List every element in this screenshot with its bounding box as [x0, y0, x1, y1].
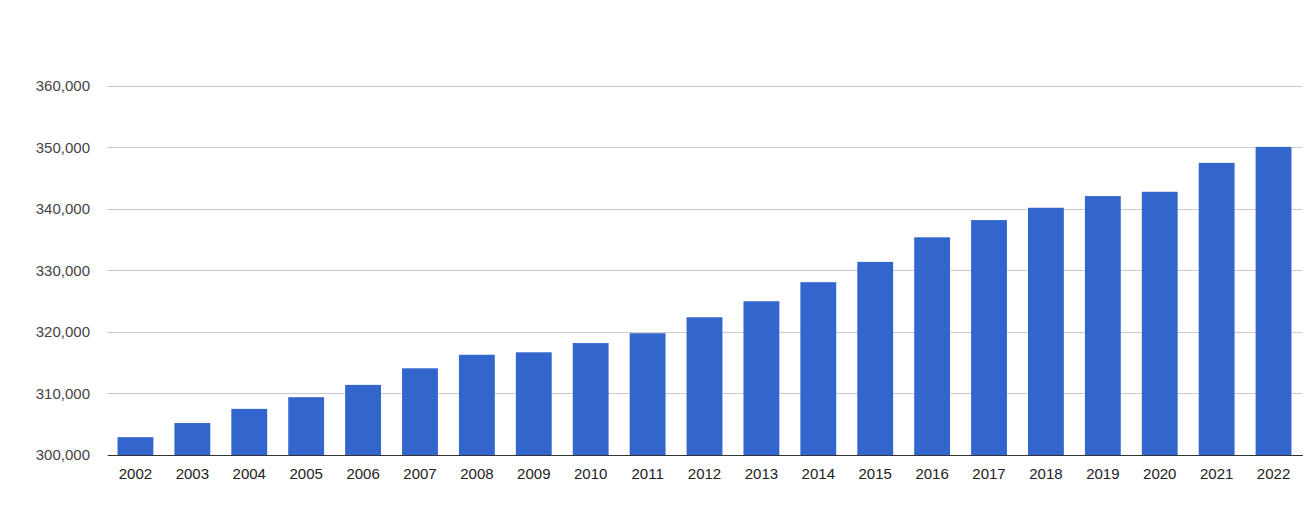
x-axis: 2002 2003 2004 2005 2006 2007 2008 2009 2010 2011…: [108, 455, 1303, 482]
x-tick-label: 2008: [460, 465, 493, 482]
x-tick: 2008: [460, 455, 493, 482]
bar: [914, 237, 950, 455]
bar: [1199, 163, 1235, 455]
x-tick-label: 2020: [1143, 465, 1176, 482]
y-tick-label: 350,000: [36, 139, 90, 156]
x-tick: 2017: [972, 455, 1005, 482]
x-tick-label: 2012: [688, 465, 721, 482]
grid-line: [107, 209, 1302, 210]
y-tick: 350,000: [36, 139, 107, 156]
y-tick: 300,000: [36, 446, 107, 463]
x-tick: 2018: [1029, 455, 1062, 482]
x-tick-label: 2017: [972, 465, 1005, 482]
x-tick: 2014: [802, 455, 835, 482]
x-tick-label: 2009: [517, 465, 550, 482]
grid-line: [107, 270, 1302, 271]
bar: [1256, 147, 1292, 455]
bar: [573, 343, 609, 455]
bar: [743, 301, 779, 455]
y-tick: 340,000: [36, 200, 107, 217]
grid-line: [107, 86, 1302, 87]
x-tick: 2002: [119, 455, 152, 482]
x-tick: 2021: [1200, 455, 1233, 482]
bars: [118, 147, 1292, 455]
x-tick-label: 2019: [1086, 465, 1119, 482]
bar: [800, 282, 836, 455]
x-tick: 2011: [631, 455, 663, 482]
x-tick-label: 2018: [1029, 465, 1062, 482]
x-tick-label: 2007: [403, 465, 436, 482]
bar: [687, 317, 723, 455]
x-tick-label: 2003: [176, 465, 209, 482]
x-tick-label: 2004: [233, 465, 266, 482]
y-tick-label: 310,000: [36, 385, 90, 402]
x-tick: 2005: [289, 455, 322, 482]
x-tick: 2019: [1086, 455, 1119, 482]
x-tick: 2004: [233, 455, 266, 482]
x-axis-line: [108, 455, 1303, 456]
x-tick-label: 2005: [289, 465, 322, 482]
grid-line: [107, 147, 1302, 148]
bar: [231, 409, 267, 455]
x-tick: 2006: [346, 455, 379, 482]
bar: [345, 385, 381, 455]
x-tick-label: 2002: [119, 465, 152, 482]
y-tick: 320,000: [36, 323, 107, 340]
y-tick-label: 320,000: [36, 323, 90, 340]
bar: [118, 437, 154, 455]
bar: [971, 220, 1007, 455]
y-tick: 360,000: [36, 77, 107, 94]
bar: [516, 352, 552, 455]
x-tick: 2007: [403, 455, 436, 482]
bar: [1028, 208, 1064, 455]
x-tick: 2010: [574, 455, 607, 482]
bar: [459, 355, 495, 455]
x-tick-label: 2015: [859, 465, 892, 482]
bar: [1142, 192, 1178, 455]
y-tick-label: 360,000: [36, 77, 90, 94]
bar: [857, 262, 893, 455]
x-tick: 2012: [688, 455, 721, 482]
bar: [288, 397, 324, 455]
x-tick: 2003: [176, 455, 209, 482]
x-tick-label: 2010: [574, 465, 607, 482]
x-tick-label: 2011: [631, 465, 663, 482]
x-tick: 2013: [745, 455, 778, 482]
y-tick-label: 340,000: [36, 200, 90, 217]
x-tick: 2016: [915, 455, 948, 482]
chart: 300,000 310,000 320,000 330,000 340,000 350,0…: [0, 0, 1305, 510]
x-tick-label: 2021: [1200, 465, 1233, 482]
bar: [174, 423, 210, 455]
y-tick-label: 300,000: [36, 446, 90, 463]
y-axis-line: [107, 87, 108, 456]
y-tick-label: 330,000: [36, 262, 90, 279]
y-axis: 300,000 310,000 320,000 330,000 340,000 350,0…: [36, 77, 108, 463]
x-tick-label: 2013: [745, 465, 778, 482]
bar: [1085, 196, 1121, 455]
y-tick: 310,000: [36, 385, 107, 402]
x-tick: 2020: [1143, 455, 1176, 482]
x-tick: 2009: [517, 455, 550, 482]
x-tick-label: 2014: [802, 465, 835, 482]
grid: [107, 86, 1302, 455]
x-tick-label: 2022: [1257, 465, 1290, 482]
x-tick-label: 2006: [346, 465, 379, 482]
x-tick: 2022: [1257, 455, 1290, 482]
x-tick: 2015: [859, 455, 892, 482]
bar: [630, 333, 666, 455]
x-tick-label: 2016: [915, 465, 948, 482]
bar: [402, 368, 438, 455]
y-tick: 330,000: [36, 262, 107, 279]
